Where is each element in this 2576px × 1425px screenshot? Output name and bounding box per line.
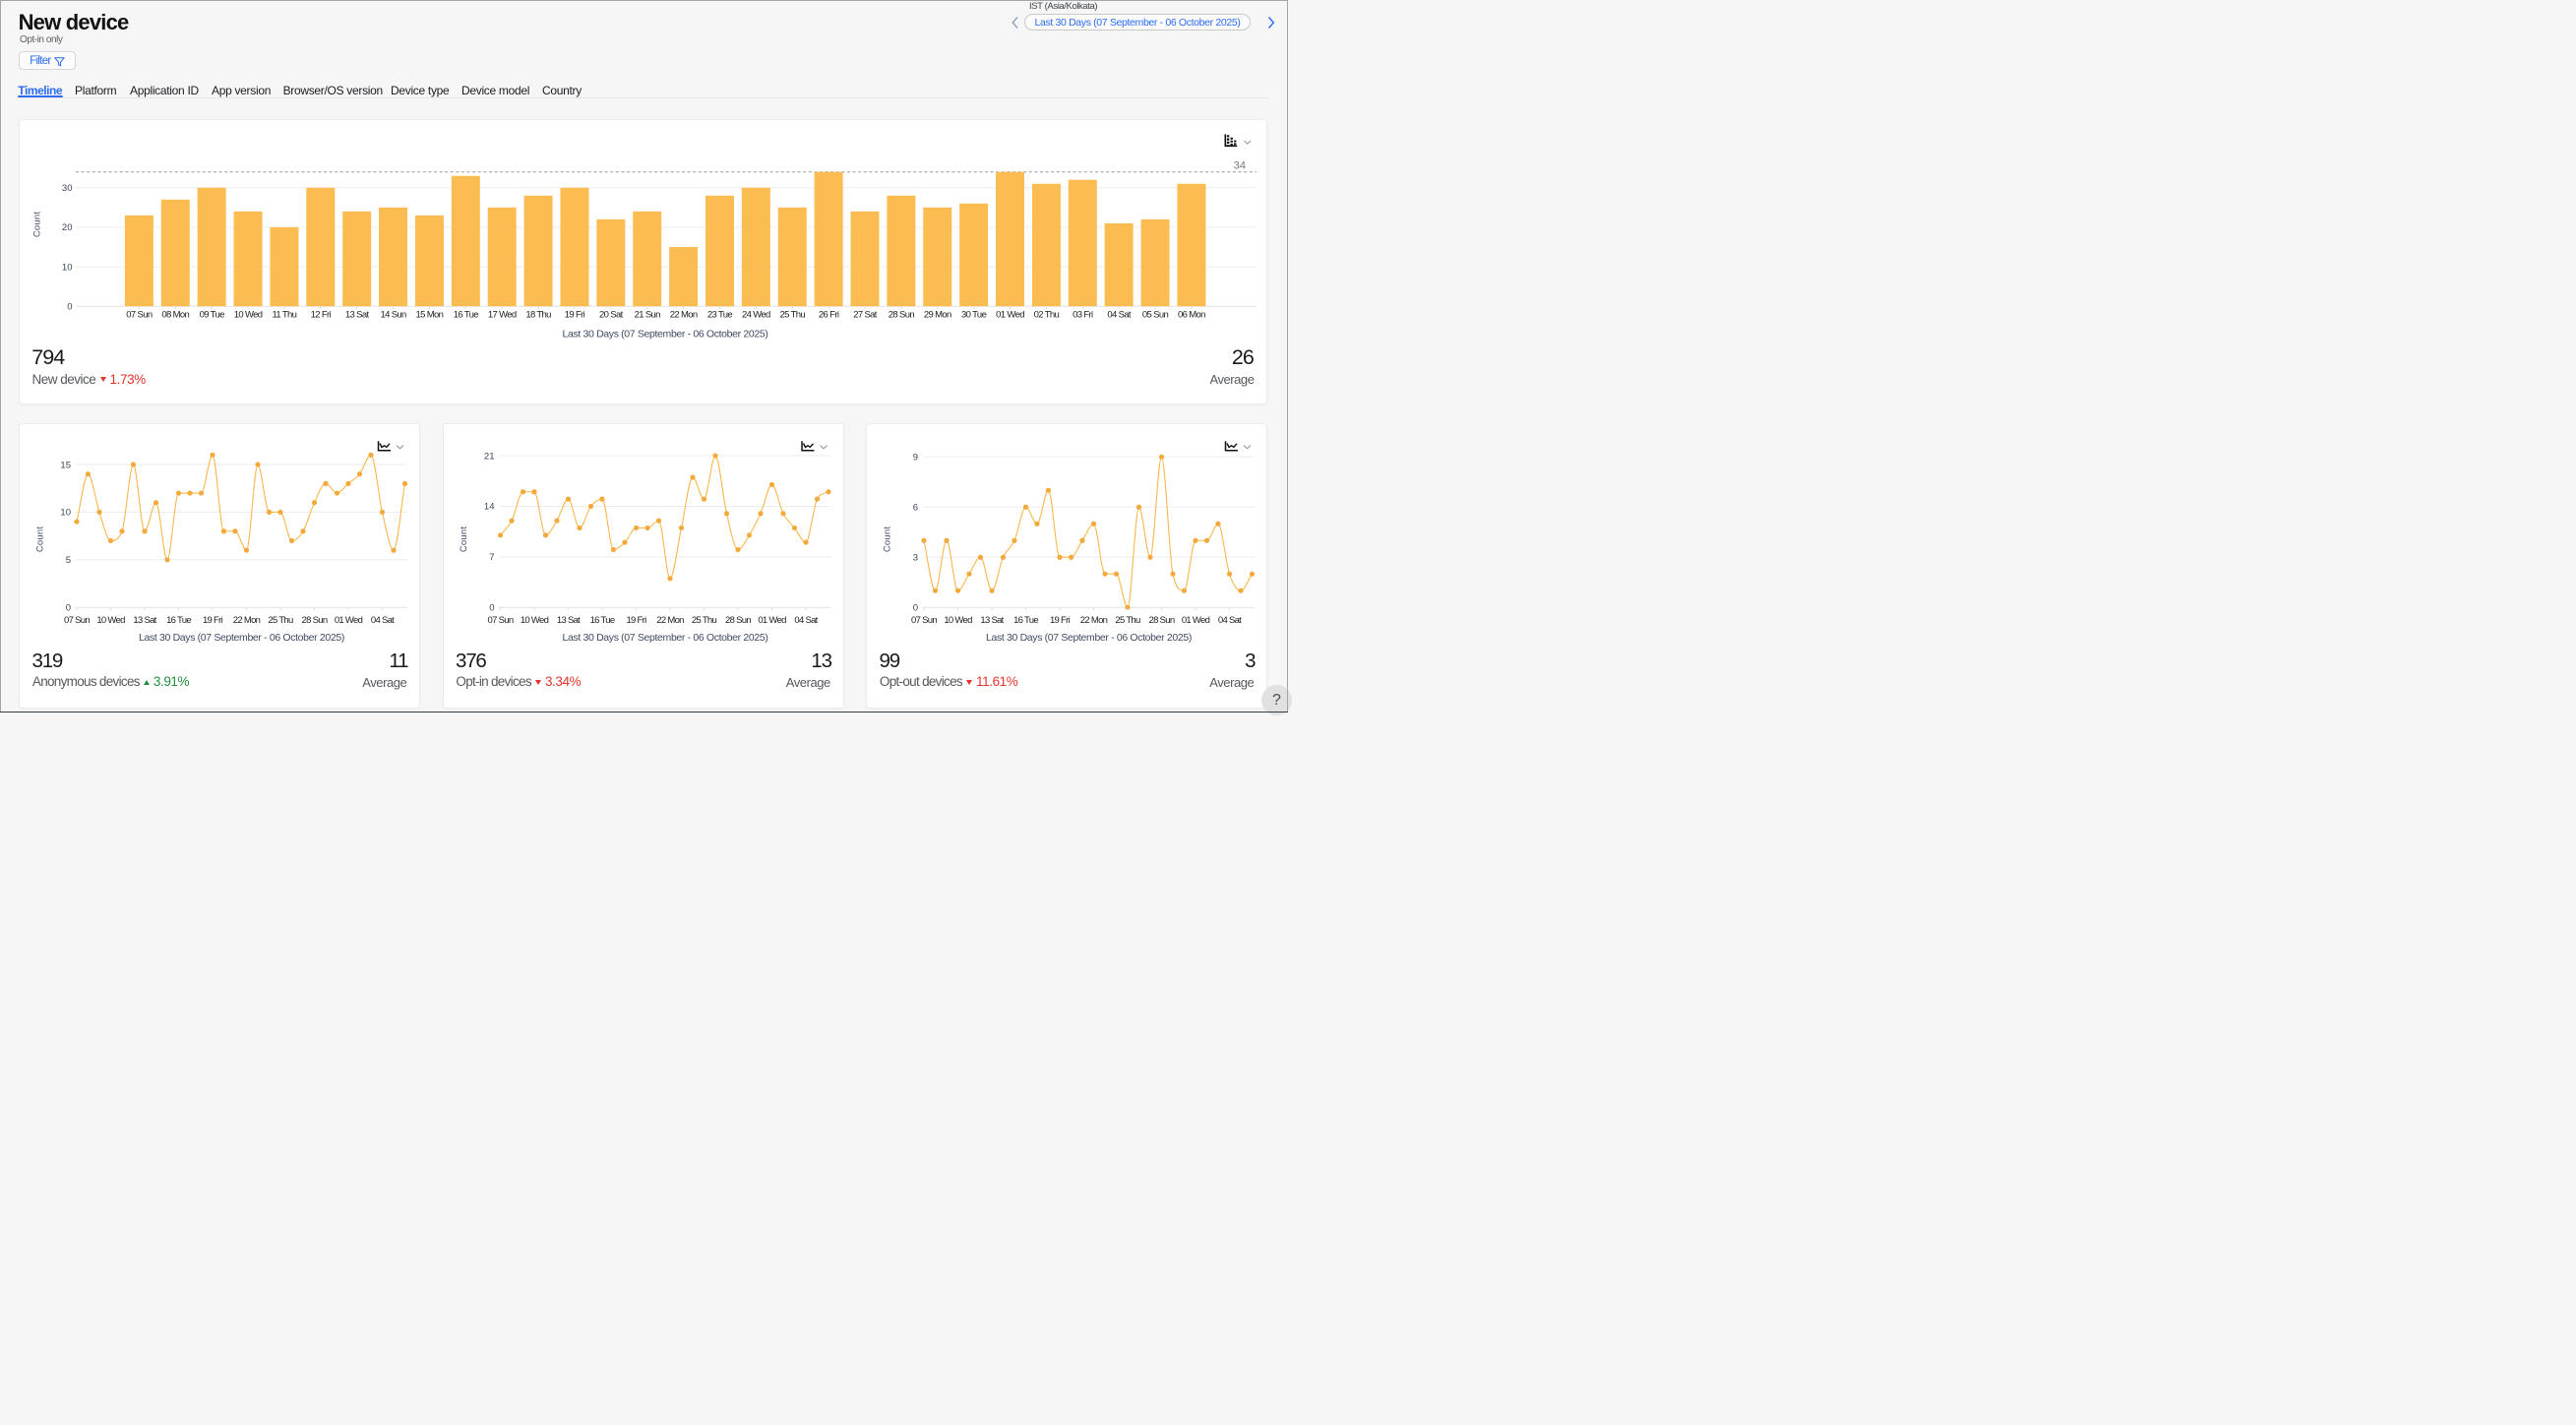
svg-text:19 Fri: 19 Fri: [1050, 615, 1071, 626]
svg-text:07 Sun: 07 Sun: [488, 615, 514, 626]
svg-text:34: 34: [1234, 159, 1246, 171]
svg-text:25 Thu: 25 Thu: [692, 615, 717, 626]
svg-text:10: 10: [62, 262, 73, 273]
svg-text:07 Sun: 07 Sun: [911, 615, 937, 626]
svg-text:13 Sat: 13 Sat: [980, 615, 1004, 626]
svg-text:Last 30 Days (07 September - 0: Last 30 Days (07 September - 06 October …: [986, 632, 1192, 644]
svg-text:15: 15: [60, 460, 71, 470]
svg-text:04 Sat: 04 Sat: [1107, 309, 1132, 320]
svg-text:16 Tue: 16 Tue: [590, 615, 615, 626]
svg-text:24 Wed: 24 Wed: [742, 309, 770, 320]
svg-text:0: 0: [66, 603, 71, 614]
svg-text:28 Sun: 28 Sun: [725, 615, 751, 626]
svg-text:22 Mon: 22 Mon: [1080, 615, 1108, 626]
svg-text:26 Fri: 26 Fri: [819, 309, 839, 320]
svg-text:04 Sat: 04 Sat: [1218, 615, 1242, 626]
svg-text:14: 14: [484, 502, 495, 513]
svg-text:10 Wed: 10 Wed: [234, 309, 263, 320]
svg-text:05 Sun: 05 Sun: [1142, 309, 1169, 320]
svg-text:0: 0: [489, 603, 494, 614]
svg-text:19 Fri: 19 Fri: [626, 615, 646, 626]
svg-text:25 Thu: 25 Thu: [268, 615, 293, 626]
svg-text:9: 9: [913, 453, 918, 464]
svg-text:Last 30 Days (07 September - 0: Last 30 Days (07 September - 06 October …: [563, 632, 768, 644]
svg-text:04 Sat: 04 Sat: [794, 615, 818, 626]
svg-text:19 Fri: 19 Fri: [203, 615, 223, 626]
svg-text:28 Sun: 28 Sun: [302, 615, 328, 626]
svg-text:14 Sun: 14 Sun: [380, 309, 406, 320]
svg-text:29 Mon: 29 Mon: [924, 309, 951, 320]
svg-text:7: 7: [489, 552, 494, 563]
svg-text:27 Sat: 27 Sat: [853, 309, 878, 320]
svg-text:01 Wed: 01 Wed: [996, 309, 1024, 320]
svg-text:11 Thu: 11 Thu: [273, 309, 297, 320]
svg-text:17 Wed: 17 Wed: [488, 309, 517, 320]
svg-text:0: 0: [67, 302, 72, 313]
svg-text:21: 21: [484, 451, 495, 462]
svg-text:10 Wed: 10 Wed: [521, 615, 549, 626]
svg-text:25 Thu: 25 Thu: [1115, 615, 1140, 626]
svg-text:Last 30 Days (07 September - 0: Last 30 Days (07 September - 06 October …: [563, 328, 768, 340]
svg-text:20: 20: [62, 222, 73, 233]
svg-text:01 Wed: 01 Wed: [1182, 615, 1210, 626]
svg-text:19 Fri: 19 Fri: [565, 309, 585, 320]
svg-text:18 Thu: 18 Thu: [525, 309, 551, 320]
svg-text:22 Mon: 22 Mon: [233, 615, 261, 626]
svg-text:21 Sun: 21 Sun: [635, 309, 661, 320]
svg-text:04 Sat: 04 Sat: [371, 615, 395, 626]
svg-text:10: 10: [60, 508, 71, 519]
svg-text:30 Tue: 30 Tue: [961, 309, 987, 320]
svg-text:07 Sun: 07 Sun: [64, 615, 90, 626]
svg-text:5: 5: [66, 555, 71, 566]
svg-text:25 Thu: 25 Thu: [779, 309, 805, 320]
svg-text:Count: Count: [34, 527, 45, 553]
svg-text:01 Wed: 01 Wed: [335, 615, 363, 626]
svg-text:01 Wed: 01 Wed: [758, 615, 786, 626]
svg-text:03 Fri: 03 Fri: [1073, 309, 1093, 320]
svg-text:22 Mon: 22 Mon: [656, 615, 684, 626]
svg-text:16 Tue: 16 Tue: [166, 615, 191, 626]
svg-text:6: 6: [913, 503, 918, 514]
svg-text:12 Fri: 12 Fri: [311, 309, 332, 320]
svg-text:20 Sat: 20 Sat: [599, 309, 624, 320]
svg-text:28 Sun: 28 Sun: [889, 309, 915, 320]
svg-text:13 Sat: 13 Sat: [345, 309, 370, 320]
svg-text:30: 30: [62, 183, 73, 194]
svg-text:15 Mon: 15 Mon: [416, 309, 444, 320]
svg-text:23 Tue: 23 Tue: [707, 309, 733, 320]
svg-text:28 Sun: 28 Sun: [1149, 615, 1175, 626]
svg-text:16 Tue: 16 Tue: [1013, 615, 1038, 626]
svg-text:Count: Count: [32, 212, 43, 238]
svg-text:16 Tue: 16 Tue: [454, 309, 479, 320]
svg-text:Last 30 Days (07 September - 0: Last 30 Days (07 September - 06 October …: [139, 632, 344, 644]
svg-text:3: 3: [913, 553, 918, 564]
svg-text:09 Tue: 09 Tue: [200, 309, 225, 320]
svg-text:07 Sun: 07 Sun: [126, 309, 153, 320]
svg-text:10 Wed: 10 Wed: [944, 615, 972, 626]
svg-text:06 Mon: 06 Mon: [1178, 309, 1205, 320]
svg-text:Count: Count: [459, 527, 469, 553]
svg-text:02 Thu: 02 Thu: [1034, 309, 1060, 320]
svg-text:13 Sat: 13 Sat: [557, 615, 581, 626]
svg-text:0: 0: [913, 603, 918, 614]
svg-text:08 Mon: 08 Mon: [161, 309, 189, 320]
svg-text:10 Wed: 10 Wed: [96, 615, 125, 626]
svg-text:Count: Count: [882, 527, 892, 553]
svg-text:13 Sat: 13 Sat: [133, 615, 156, 626]
svg-text:22 Mon: 22 Mon: [670, 309, 698, 320]
